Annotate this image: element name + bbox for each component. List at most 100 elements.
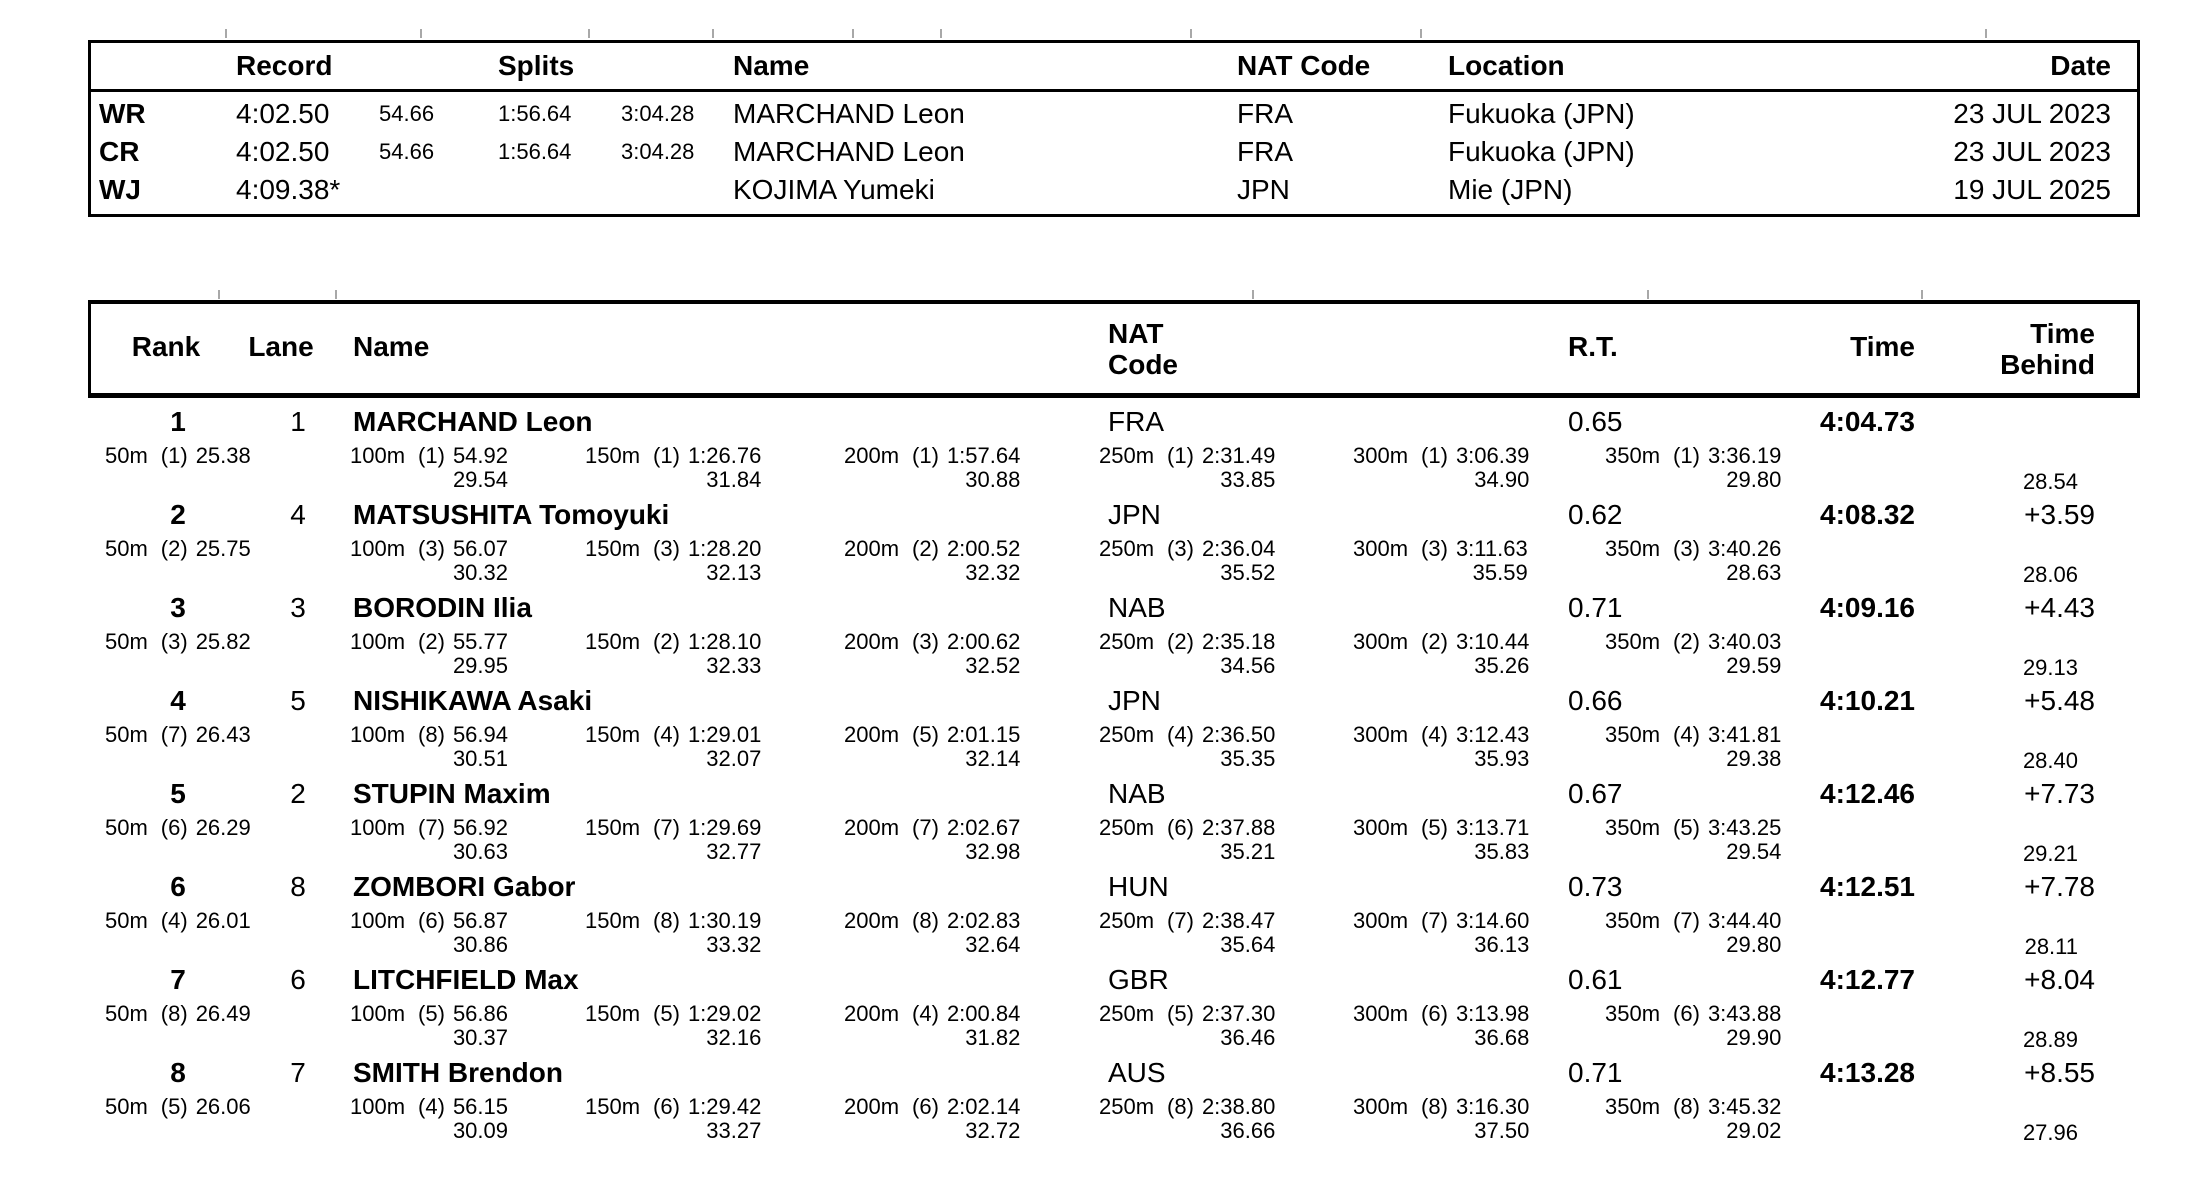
record-date: 23 JUL 2023 — [1953, 136, 2111, 167]
split-position: (5) — [653, 1001, 680, 1026]
split-lap-time: 35.83 — [1474, 839, 1530, 864]
split-distance: 100m — [350, 1094, 406, 1119]
split-cumulative-time: 1:29.69 — [687, 815, 762, 840]
split-cell: 300m (5) 3:13.71 35.83 — [1353, 816, 1529, 864]
split-cell: 150m (2) 1:28.10 32.33 — [585, 630, 761, 678]
split-distance: 300m — [1353, 1094, 1409, 1119]
time-behind-cell: +5.48 — [2024, 685, 2095, 716]
split-cell: 50m (5) 26.06 — [105, 1095, 251, 1143]
results-header-time-behind: Time Behind — [2000, 318, 2095, 380]
reaction-time-cell: 0.71 — [1568, 1057, 1623, 1088]
split-position: (7) — [912, 815, 939, 840]
records-header-name: Name — [733, 50, 810, 81]
split-lap-time — [105, 747, 251, 771]
split-cumulative-time: 26.01 — [195, 908, 251, 933]
split-lap-time: 32.32 — [965, 560, 1021, 585]
record-time: 4:02.50 — [236, 136, 330, 167]
last-lap-cell: 28.06 — [2022, 562, 2078, 587]
results-rows: 1 1 MARCHAND Leon FRA 0.65 4:04.73 50m (1… — [88, 402, 2140, 1146]
rank-cell: 8 — [170, 1057, 186, 1088]
split-distance: 300m — [1353, 722, 1409, 747]
results-header-reaction-time: R.T. — [1568, 331, 1618, 362]
results-header-row: Rank Lane Name NAT Code R.T. Time Time Beh… — [88, 300, 2140, 398]
split-cell: 150m (8) 1:30.19 33.32 — [585, 909, 761, 957]
athlete-main-line: 1 1 MARCHAND Leon FRA 0.65 4:04.73 — [88, 402, 2140, 442]
split-lap-time: 30.09 — [452, 1118, 508, 1143]
split-distance: 200m — [844, 1001, 900, 1026]
split-cell: 200m (7) 2:02.67 32.98 — [844, 816, 1020, 864]
last-lap-cell: 27.96 — [2022, 1120, 2078, 1145]
split-cell: 350m (5) 3:43.25 29.54 — [1605, 816, 1781, 864]
results-header-lane: Lane — [248, 331, 314, 362]
athlete-result-row: 4 5 NISHIKAWA Asaki JPN 0.66 4:10.21 +5.… — [88, 681, 2140, 774]
results-header-behind-line1: Time — [2030, 317, 2095, 349]
split-distance: 250m — [1099, 908, 1155, 933]
split-distance: 250m — [1099, 443, 1155, 468]
split-lap-time — [105, 840, 251, 864]
rank-cell: 4 — [170, 685, 186, 716]
split-distance: 350m — [1605, 908, 1661, 933]
record-nat-code: FRA — [1237, 98, 1293, 129]
split-lap-time: 32.13 — [706, 560, 762, 585]
split-top-line: 50m (2) 25.75 — [105, 537, 251, 561]
split-top-line: 100m (5) 56.86 — [350, 1002, 508, 1026]
split-lap-time: 33.32 — [706, 932, 762, 957]
rank-cell: 3 — [170, 592, 186, 623]
split-cell: 100m (3) 56.07 30.32 — [350, 537, 508, 585]
split-cumulative-time: 1:29.02 — [687, 1001, 762, 1026]
lane-cell: 7 — [290, 1057, 306, 1088]
split-cumulative-time: 3:43.88 — [1707, 1001, 1782, 1026]
split-position: (3) — [1421, 536, 1448, 561]
split-cumulative-time: 2:00.62 — [946, 629, 1021, 654]
split-lap-time: 35.93 — [1474, 746, 1530, 771]
split-top-line: 150m (2) 1:28.10 — [585, 630, 761, 654]
split-top-line: 150m (7) 1:29.69 — [585, 816, 761, 840]
split-distance: 350m — [1605, 536, 1661, 561]
split-lap-time: 30.51 — [452, 746, 508, 771]
split-distance: 200m — [844, 443, 900, 468]
split-distance: 100m — [350, 629, 406, 654]
split-cumulative-time: 3:12.43 — [1455, 722, 1530, 747]
split-position: (7) — [1421, 908, 1448, 933]
record-location: Fukuoka (JPN) — [1448, 136, 1635, 167]
athlete-splits-line: 50m (3) 25.82 100m (2) 55.77 29.95 150m (2) 1:… — [88, 628, 2140, 681]
split-cell: 100m (6) 56.87 30.86 — [350, 909, 508, 957]
split-lap-time: 35.64 — [1220, 932, 1276, 957]
split-cell: 100m (4) 56.15 30.09 — [350, 1095, 508, 1143]
split-cumulative-time: 1:28.20 — [687, 536, 762, 561]
results-header-rank: Rank — [131, 331, 201, 362]
split-top-line: 300m (5) 3:13.71 — [1353, 816, 1529, 840]
split-cell: 100m (5) 56.86 30.37 — [350, 1002, 508, 1050]
split-cumulative-time: 2:38.47 — [1201, 908, 1276, 933]
record-split-1: 54.66 — [379, 139, 435, 164]
rank-cell: 2 — [170, 499, 186, 530]
split-cumulative-time: 54.92 — [452, 443, 508, 468]
split-cumulative-time: 3:06.39 — [1455, 443, 1530, 468]
split-distance: 50m — [105, 908, 148, 933]
split-lap-time — [105, 654, 251, 678]
split-cell: 50m (1) 25.38 — [105, 444, 251, 492]
split-top-line: 250m (7) 2:38.47 — [1099, 909, 1275, 933]
split-distance: 350m — [1605, 1094, 1661, 1119]
rank-cell: 1 — [170, 406, 186, 437]
split-top-line: 200m (3) 2:00.62 — [844, 630, 1020, 654]
final-time-cell: 4:12.77 — [1820, 964, 1915, 995]
last-lap-cell: 28.54 — [2022, 469, 2078, 494]
split-cell: 100m (1) 54.92 29.54 — [350, 444, 508, 492]
athlete-name-cell: ZOMBORI Gabor — [353, 871, 576, 902]
split-cumulative-time: 1:57.64 — [946, 443, 1021, 468]
split-distance: 150m — [585, 1094, 641, 1119]
split-position: (6) — [1421, 1001, 1448, 1026]
split-cell: 50m (3) 25.82 — [105, 630, 251, 678]
split-lap-time: 31.84 — [706, 467, 762, 492]
split-position: (5) — [1421, 815, 1448, 840]
record-nat-code: FRA — [1237, 136, 1293, 167]
nat-code-cell: JPN — [1108, 685, 1161, 716]
split-position: (5) — [418, 1001, 445, 1026]
athlete-result-row: 3 3 BORODIN Ilia NAB 0.71 4:09.16 +4.43 … — [88, 588, 2140, 681]
split-cumulative-time: 2:00.84 — [946, 1001, 1021, 1026]
split-cell: 100m (8) 56.94 30.51 — [350, 723, 508, 771]
athlete-splits-line: 50m (6) 26.29 100m (7) 56.92 30.63 150m (7) 1:… — [88, 814, 2140, 867]
split-top-line: 250m (1) 2:31.49 — [1099, 444, 1275, 468]
